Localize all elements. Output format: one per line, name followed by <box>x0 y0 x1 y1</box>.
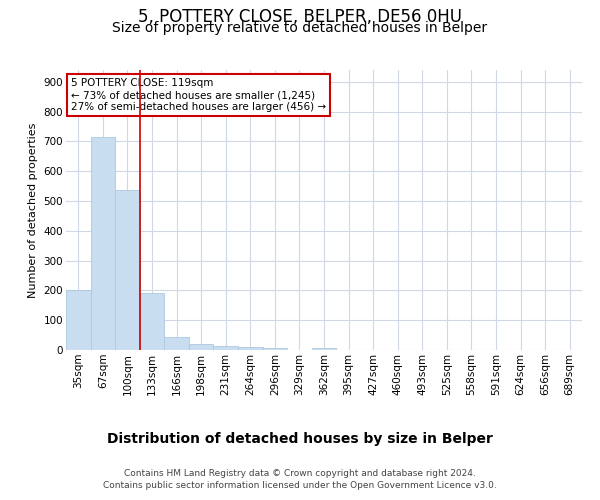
Text: Contains HM Land Registry data © Crown copyright and database right 2024.: Contains HM Land Registry data © Crown c… <box>124 469 476 478</box>
Text: Contains public sector information licensed under the Open Government Licence v3: Contains public sector information licen… <box>103 481 497 490</box>
Text: Size of property relative to detached houses in Belper: Size of property relative to detached ho… <box>112 21 488 35</box>
Bar <box>66 290 91 350</box>
Y-axis label: Number of detached properties: Number of detached properties <box>28 122 38 298</box>
Bar <box>312 348 336 350</box>
Bar <box>91 137 115 350</box>
Bar <box>140 292 164 350</box>
Text: 5, POTTERY CLOSE, BELPER, DE56 0HU: 5, POTTERY CLOSE, BELPER, DE56 0HU <box>138 8 462 26</box>
Bar <box>115 190 140 350</box>
Bar <box>214 346 238 350</box>
Text: Distribution of detached houses by size in Belper: Distribution of detached houses by size … <box>107 432 493 446</box>
Bar <box>189 344 214 350</box>
Bar <box>164 336 189 350</box>
Bar <box>238 347 263 350</box>
Text: 5 POTTERY CLOSE: 119sqm
← 73% of detached houses are smaller (1,245)
27% of semi: 5 POTTERY CLOSE: 119sqm ← 73% of detache… <box>71 78 326 112</box>
Bar <box>263 348 287 350</box>
